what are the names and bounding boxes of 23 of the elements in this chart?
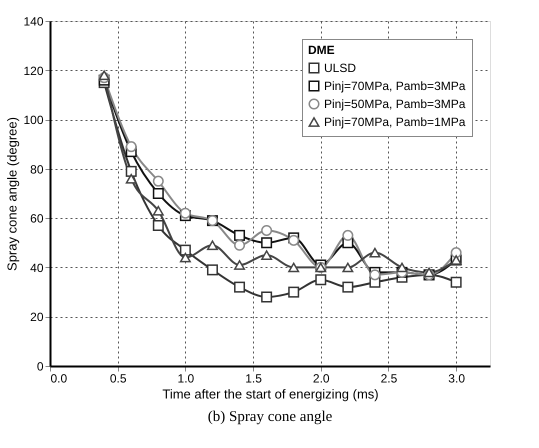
x-tick-label: 1.0 xyxy=(178,372,195,386)
x-tick-label: 2.5 xyxy=(380,372,398,386)
y-tick-label: 40 xyxy=(30,260,44,275)
y-tick-label: 20 xyxy=(30,310,44,324)
y-axis-title: Spray cone angle (degree) xyxy=(4,117,20,271)
y-tick-label: 60 xyxy=(30,212,44,226)
x-tick-label: 3.0 xyxy=(448,372,466,386)
legend-label: Pinj=70MPa, Pamb=3MPa xyxy=(324,79,466,93)
x-tick-label: 1.5 xyxy=(245,372,262,386)
x-tick-label: 0.0 xyxy=(50,372,68,386)
legend-label: ULSD xyxy=(324,61,356,75)
y-tick-label: 0 xyxy=(36,360,44,374)
legend-label: Pinj=70MPa, Pamb=1MPa xyxy=(324,115,466,129)
legend-label: Pinj=50MPa, Pamb=3MPa xyxy=(324,97,466,111)
y-tick-label: 80 xyxy=(30,162,44,176)
text: (b) Spray cone angle xyxy=(208,409,333,425)
y-tick-label: 120 xyxy=(23,64,44,78)
x-tick-label: 0.5 xyxy=(110,372,127,386)
x-axis-title: Time after the start of energizing (ms) xyxy=(162,386,379,402)
y-tick-label: 100 xyxy=(23,113,44,128)
x-tick-label: 2.0 xyxy=(312,372,330,386)
legend-title: DME xyxy=(308,43,335,57)
y-tick-label: 140 xyxy=(23,14,44,28)
